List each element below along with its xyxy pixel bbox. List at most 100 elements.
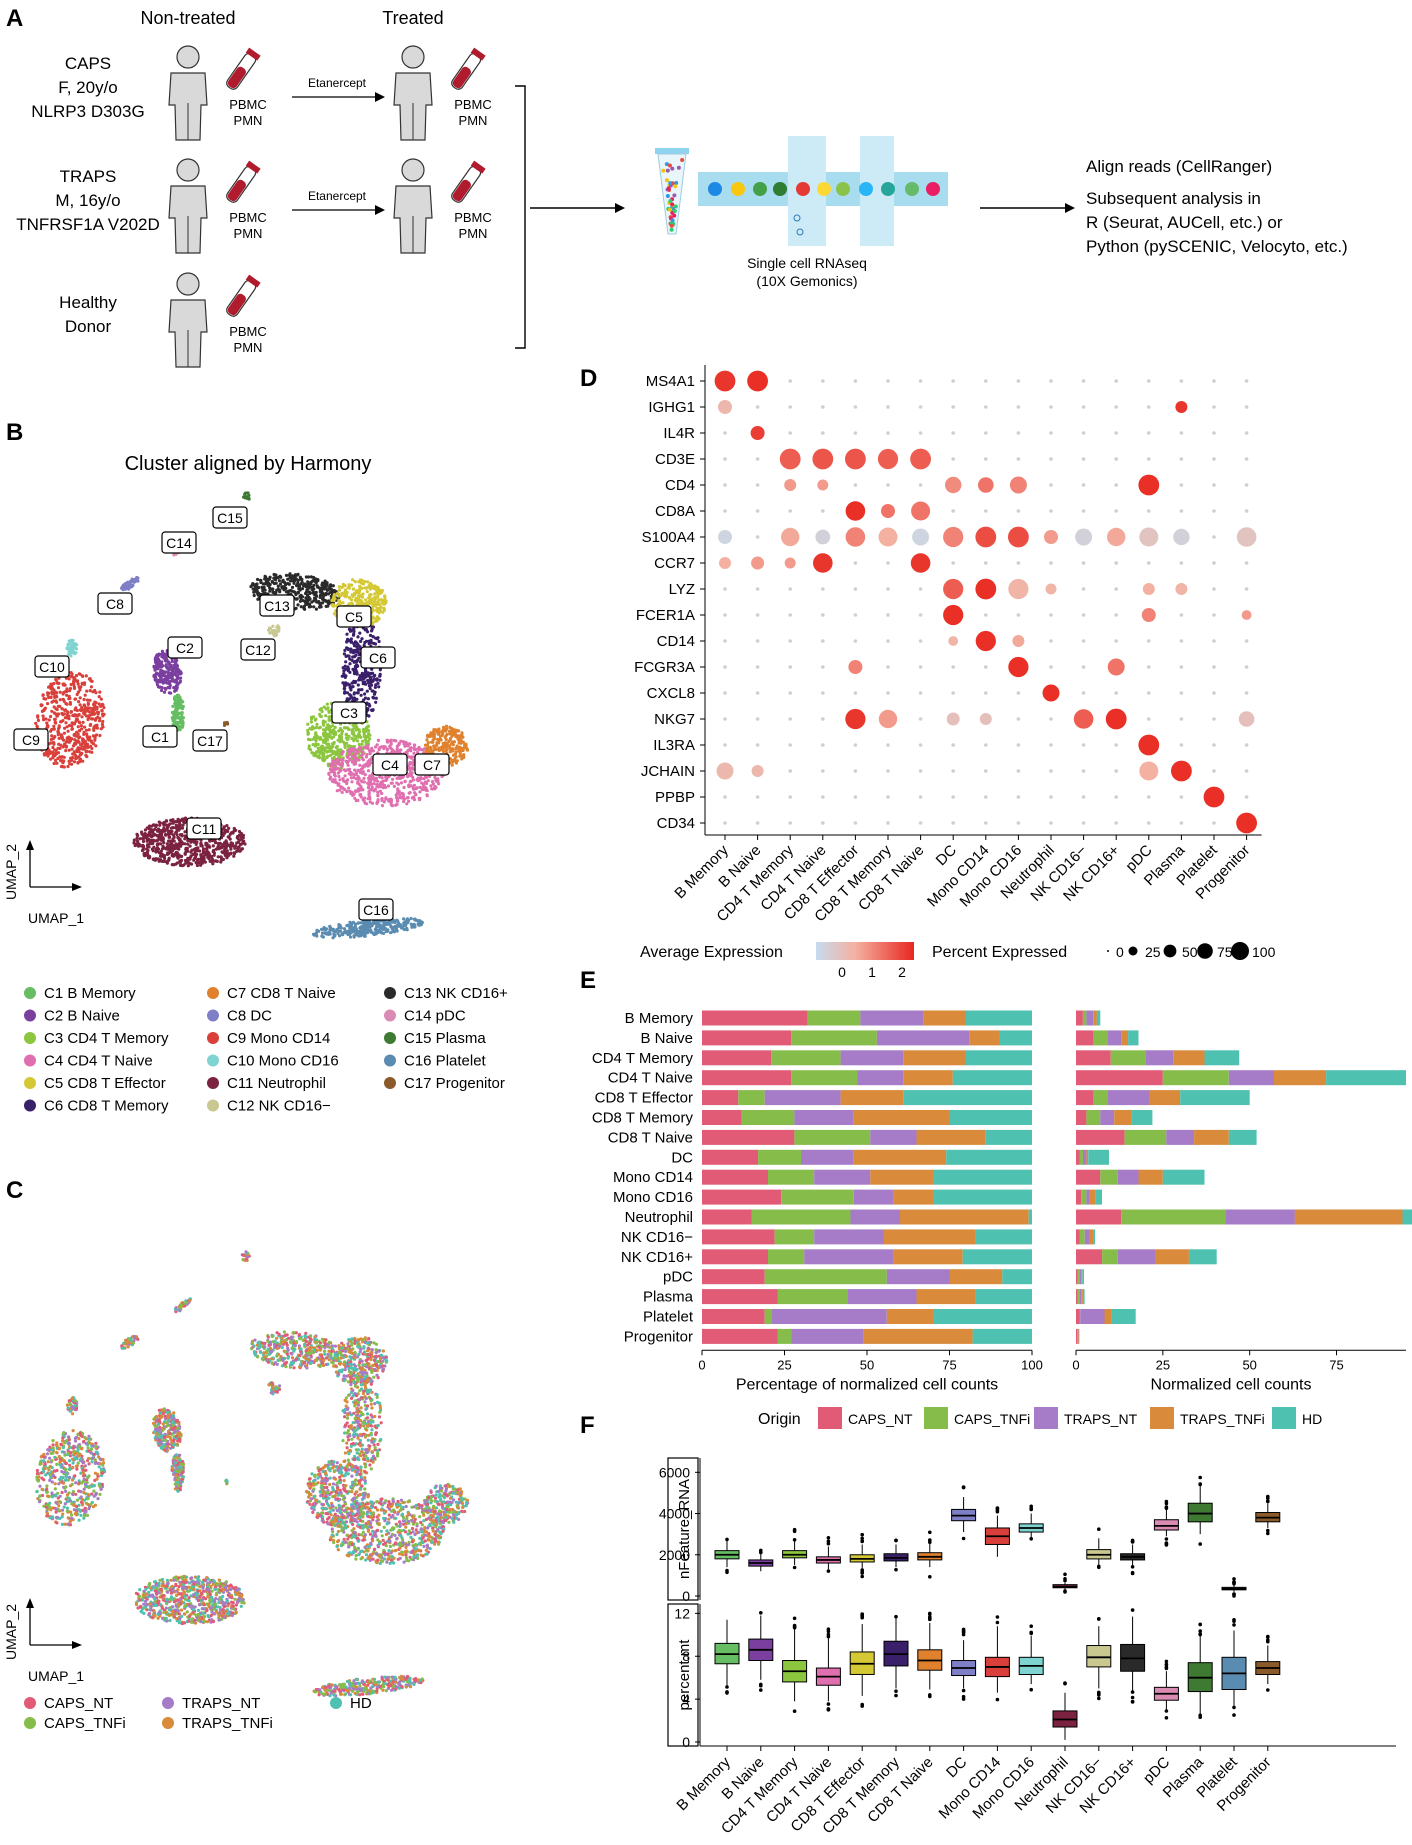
expression-dot <box>1179 483 1184 487</box>
expression-dot <box>1114 483 1118 487</box>
legend-swatch <box>207 1077 219 1089</box>
expression-dot <box>1179 457 1184 461</box>
expression-dot <box>1147 561 1151 565</box>
analysis-line-3: R (Seurat, AUCell, etc.) or <box>1086 213 1283 232</box>
legend-swatch <box>24 1717 36 1729</box>
expression-dot <box>853 743 858 747</box>
cluster-tag: C7 <box>423 757 441 773</box>
bar-segment <box>1086 1189 1090 1205</box>
f-ytick-label: 2000 <box>659 1547 690 1563</box>
expression-dot <box>723 795 727 799</box>
gene-label: CD8A <box>655 503 695 520</box>
expression-dot <box>1049 379 1053 383</box>
bar-segment <box>1089 1189 1096 1205</box>
expression-dot <box>1081 691 1086 695</box>
bar-segment <box>1076 1249 1103 1265</box>
expression-dot <box>1044 530 1058 544</box>
bar-segment <box>751 1209 851 1225</box>
bar-segment <box>1076 1030 1094 1046</box>
legend-entry: C17 Progenitor <box>404 1075 505 1092</box>
legend-entry: C12 NK CD16− <box>227 1098 331 1115</box>
expression-dot <box>886 795 890 799</box>
bar-category: Progenitor <box>624 1328 693 1345</box>
bar-segment <box>883 1229 976 1245</box>
expression-dot <box>1075 528 1093 546</box>
box-item <box>951 1627 977 1701</box>
expression-dot <box>918 665 923 669</box>
expression-dot <box>788 717 792 721</box>
bar-segment <box>1121 1030 1129 1046</box>
bar-category: DC <box>671 1149 693 1166</box>
expression-dot <box>1107 527 1126 547</box>
expression-dot <box>877 448 899 470</box>
box-item <box>883 1614 909 1698</box>
f-ytick-label: 4 <box>682 1691 690 1707</box>
expression-dot <box>788 743 792 747</box>
expression-dot <box>1244 379 1249 383</box>
bar-segment <box>1076 1189 1082 1205</box>
expression-dot <box>1009 476 1027 494</box>
e-left-tick-label: 75 <box>942 1357 956 1372</box>
legend-swatch <box>207 987 219 999</box>
expression-dot <box>817 479 829 491</box>
cluster-tag-box <box>186 817 222 840</box>
expression-dot <box>1114 431 1118 435</box>
expression-dot <box>719 557 731 569</box>
bar-category: CD8 T Memory <box>592 1110 694 1127</box>
legend-swatch <box>384 1032 396 1044</box>
bar-segment <box>1076 1309 1080 1324</box>
expression-dot <box>821 613 825 617</box>
analysis-line-1: Align reads (CellRanger) <box>1086 157 1272 176</box>
expression-dot <box>1114 769 1118 773</box>
expression-dot <box>788 795 792 799</box>
bar-segment <box>975 1229 1032 1245</box>
umap-origin-points <box>328 1497 446 1565</box>
bar-segment <box>702 1209 752 1225</box>
bar-segment <box>949 1110 1032 1125</box>
bar-segment <box>1274 1070 1327 1086</box>
bar-segment <box>933 1309 1032 1324</box>
gene-label: IL4R <box>663 425 695 442</box>
expression-dot <box>886 483 890 487</box>
bar-segment <box>975 1289 1032 1305</box>
expression-dot <box>1212 431 1216 435</box>
expression-dot <box>1114 821 1118 825</box>
gene-label: FCGR3A <box>634 659 695 676</box>
expression-dot <box>821 639 825 643</box>
legend-entry: C8 DC <box>227 1008 272 1025</box>
treatment-label: Etanercept <box>308 76 367 90</box>
bar-segment <box>1082 1289 1085 1305</box>
expression-dot <box>1139 527 1159 547</box>
dot-plot: MS4A1 IGHG1 IL4R CD3E CD4 CD8A S100A4 CCR7 LYZ FC… <box>634 365 1262 925</box>
expression-dot <box>1114 587 1118 591</box>
gene-label: CD3E <box>655 451 695 468</box>
bar-segment <box>702 1110 742 1125</box>
bar-segment <box>791 1070 858 1086</box>
umap-cluster-points <box>34 671 106 769</box>
expression-dot <box>755 717 760 721</box>
bar-segment <box>923 1010 966 1026</box>
legend-swatch <box>330 1697 342 1709</box>
cluster-tag: C1 <box>151 729 169 745</box>
bar-segment <box>900 1209 1029 1225</box>
legend-entry: CAPS_TNFi <box>954 1411 1030 1427</box>
expression-dot <box>984 405 988 409</box>
expression-dot <box>1081 639 1086 643</box>
expression-dot <box>1236 527 1257 547</box>
expression-dot <box>1114 691 1118 695</box>
expression-dot <box>1244 561 1249 565</box>
bar-segment <box>1128 1030 1139 1046</box>
bar-segment <box>1076 1289 1078 1305</box>
expression-dot <box>821 691 825 695</box>
umap-cluster-points <box>152 649 183 695</box>
expression-dot <box>755 743 760 747</box>
expression-dot <box>788 405 792 409</box>
gene-label: LYZ <box>669 581 695 598</box>
umap-cluster-points <box>311 916 424 940</box>
expression-dot <box>1081 561 1086 565</box>
expression-dot <box>788 665 792 669</box>
expression-dot <box>918 483 923 487</box>
expression-dot <box>951 743 955 747</box>
legend-swatch <box>207 1032 219 1044</box>
